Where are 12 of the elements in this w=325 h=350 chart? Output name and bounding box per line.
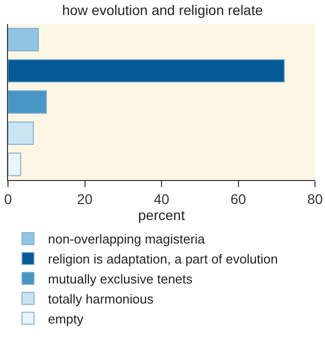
legend-label: non-overlapping magisteria (48, 232, 206, 247)
legend-label: mutually exclusive tenets (48, 272, 194, 286)
x-tick-label: 80 (307, 190, 323, 207)
legend-label: religion is adaptation, a part of evolution (48, 252, 278, 267)
x-tick-label: 40 (154, 190, 170, 207)
x-tick-label: 0 (4, 190, 12, 207)
x-tick-label: 60 (230, 190, 246, 207)
x-tick-label: 20 (76, 190, 93, 207)
x-axis-title: percent (138, 207, 185, 224)
legend-label: totally harmonious (48, 291, 154, 306)
legend-label: empty (48, 311, 84, 326)
chart-title: how evolution and religion relate (62, 2, 264, 18)
